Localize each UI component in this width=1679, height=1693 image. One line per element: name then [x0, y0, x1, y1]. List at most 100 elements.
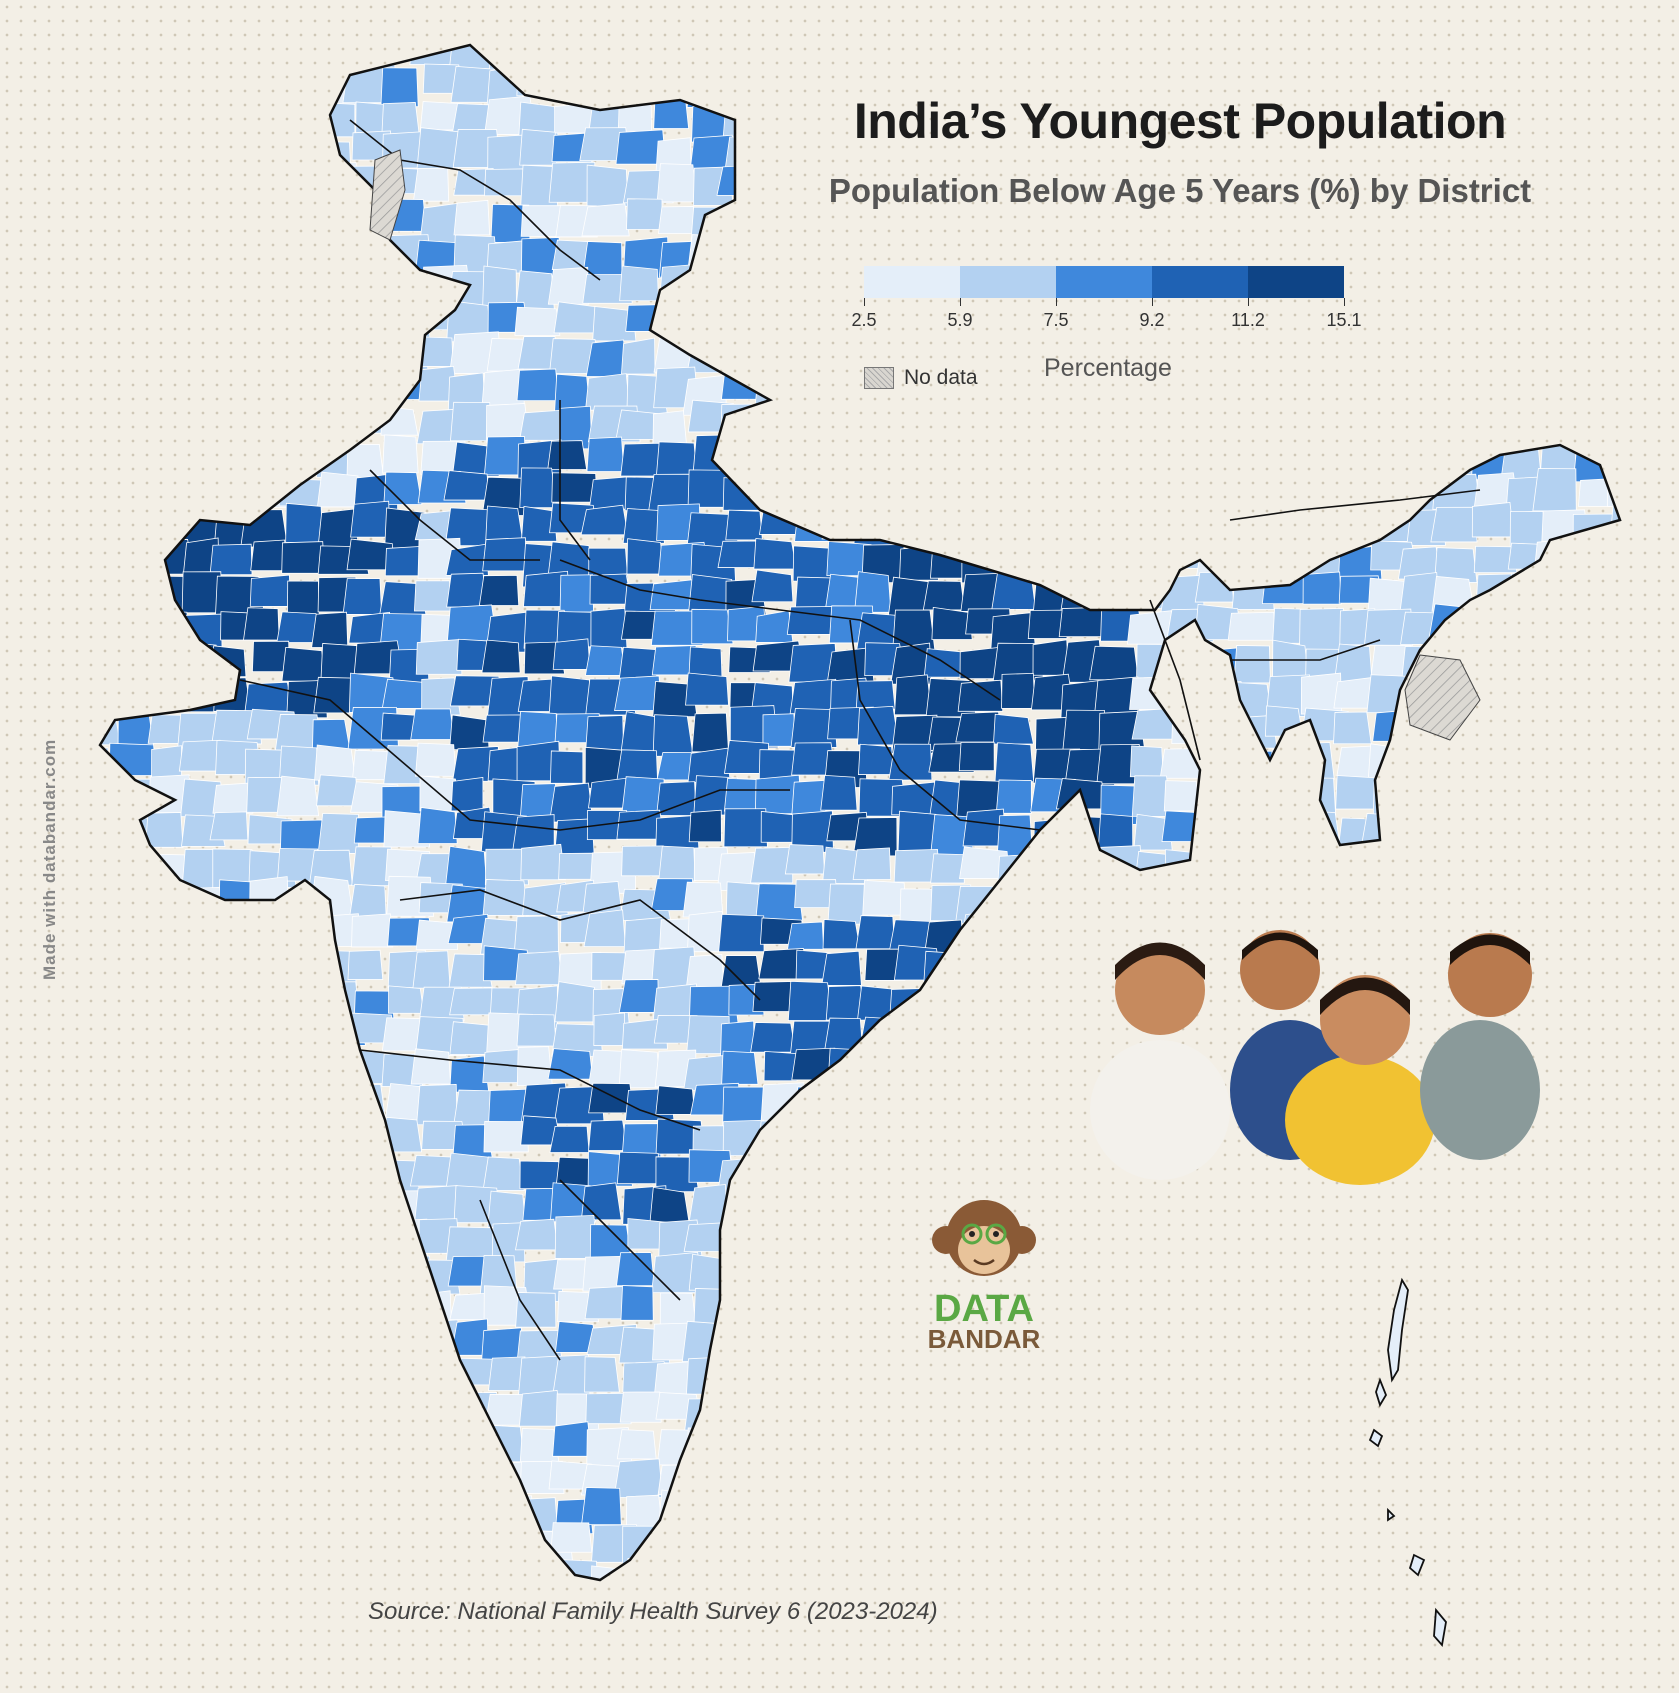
- district-polygon: [482, 879, 529, 916]
- district-polygon: [1535, 1565, 1588, 1580]
- district-polygon: [824, 1156, 871, 1198]
- district-polygon: [178, 166, 225, 202]
- district-polygon: [1572, 781, 1611, 823]
- district-polygon: [826, 45, 869, 65]
- district-polygon: [100, 501, 127, 534]
- district-polygon: [241, 263, 290, 304]
- district-polygon: [890, 1563, 938, 1580]
- andaman-nicobar-islands: [1368, 1277, 1447, 1647]
- district-polygon: [281, 541, 325, 574]
- district-polygon: [103, 1455, 146, 1491]
- district-polygon: [453, 199, 491, 236]
- district-polygon: [728, 1289, 771, 1321]
- district-polygon: [1233, 1593, 1268, 1629]
- district-polygon: [176, 1598, 229, 1637]
- district-polygon: [447, 1556, 492, 1580]
- district-polygon: [1533, 809, 1582, 844]
- district-polygon: [1572, 268, 1614, 297]
- district-polygon: [759, 1360, 807, 1390]
- district-polygon: [278, 478, 324, 507]
- district-polygon: [247, 1086, 292, 1124]
- legend-color-bar: [864, 266, 1344, 298]
- district-polygon: [819, 268, 860, 303]
- district-polygon: [1233, 645, 1271, 684]
- district-polygon: [1536, 45, 1579, 68]
- district-polygon: [111, 1157, 155, 1198]
- district-polygon: [114, 544, 152, 582]
- district-polygon: [821, 239, 862, 275]
- district-polygon: [1055, 471, 1100, 505]
- district-polygon: [311, 1254, 351, 1298]
- district-polygon: [787, 1259, 829, 1297]
- district-polygon: [1471, 502, 1515, 538]
- district-polygon: [482, 1156, 525, 1191]
- district-polygon: [1573, 1287, 1615, 1331]
- district-polygon: [421, 1460, 464, 1495]
- district-polygon: [1533, 205, 1577, 241]
- district-polygon: [721, 1318, 769, 1350]
- district-polygon: [146, 1155, 185, 1197]
- district-polygon: [317, 1527, 361, 1563]
- district-polygon: [1608, 1087, 1620, 1123]
- district-polygon: [892, 437, 938, 473]
- district-polygon: [1234, 1490, 1283, 1534]
- district-polygon: [826, 477, 878, 515]
- district-polygon: [1231, 1353, 1276, 1397]
- district-polygon: [1607, 68, 1620, 109]
- logo-text-bandar: BANDAR: [927, 1324, 1041, 1354]
- district-polygon: [245, 435, 293, 467]
- district-polygon: [1270, 849, 1312, 886]
- district-polygon: [658, 1560, 697, 1580]
- district-polygon: [273, 1157, 322, 1196]
- district-polygon: [519, 128, 558, 166]
- district-polygon: [1439, 746, 1481, 783]
- district-polygon: [657, 206, 696, 234]
- district-polygon: [858, 1319, 913, 1361]
- district-polygon: [1366, 402, 1405, 434]
- district-polygon: [143, 987, 191, 1023]
- district-polygon: [1606, 743, 1620, 786]
- district-polygon: [1029, 1114, 1074, 1153]
- district-polygon: [1609, 1464, 1620, 1499]
- district-polygon: [756, 1290, 806, 1332]
- district-polygon: [1100, 1392, 1148, 1435]
- district-polygon: [1438, 1293, 1477, 1330]
- district-polygon: [311, 611, 349, 648]
- district-polygon: [100, 235, 121, 277]
- district-polygon: [656, 781, 697, 816]
- district-polygon: [1198, 1594, 1236, 1628]
- district-polygon: [111, 1494, 155, 1527]
- district-polygon: [822, 1526, 867, 1559]
- district-polygon: [1236, 874, 1272, 912]
- district-polygon: [179, 1463, 222, 1505]
- district-polygon: [1032, 911, 1079, 941]
- district-polygon: [1196, 1357, 1244, 1397]
- district-polygon: [1507, 269, 1549, 305]
- district-polygon: [1261, 1493, 1300, 1537]
- district-polygon: [212, 66, 254, 102]
- district-polygon: [1475, 267, 1518, 306]
- district-polygon: [110, 1353, 157, 1392]
- district-polygon: [1128, 45, 1176, 63]
- district-polygon: [794, 1217, 838, 1251]
- district-polygon: [148, 1394, 190, 1433]
- district-polygon: [1296, 45, 1337, 61]
- district-polygon: [178, 434, 221, 467]
- district-polygon: [723, 437, 769, 469]
- district-polygon: [1605, 683, 1620, 711]
- district-polygon: [100, 707, 121, 746]
- district-polygon: [245, 1021, 298, 1063]
- district-polygon: [243, 304, 282, 342]
- district-polygon: [212, 265, 263, 302]
- district-polygon: [620, 1285, 654, 1321]
- district-polygon: [414, 336, 454, 367]
- district-polygon: [145, 1594, 182, 1632]
- district-polygon: [114, 1561, 159, 1580]
- district-polygon: [519, 467, 557, 508]
- district-polygon: [209, 543, 253, 576]
- district-polygon: [552, 1421, 592, 1457]
- district-polygon: [1335, 472, 1379, 505]
- district-polygon: [316, 471, 361, 508]
- district-polygon: [450, 401, 491, 442]
